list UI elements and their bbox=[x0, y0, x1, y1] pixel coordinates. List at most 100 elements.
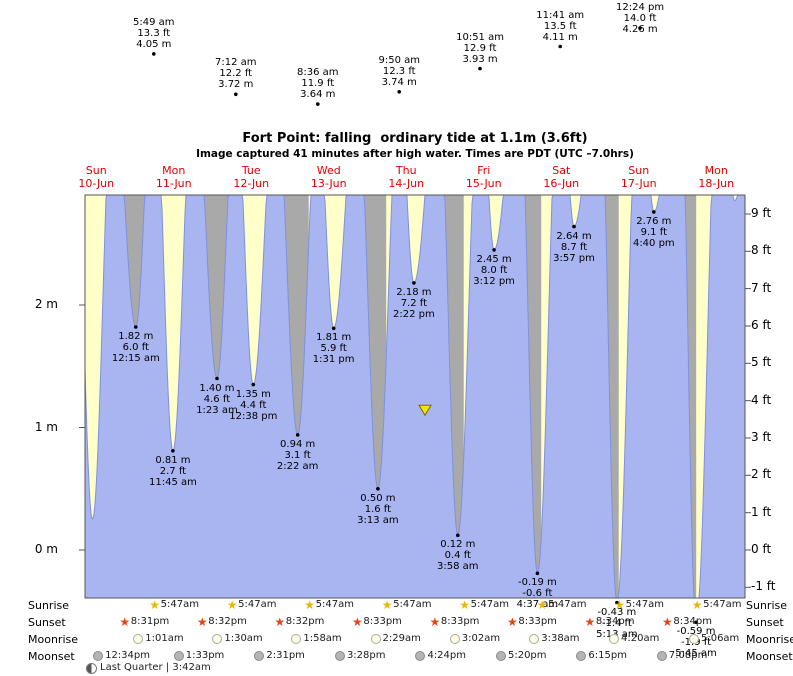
low-tide-label-line: 3:58 am bbox=[437, 561, 479, 573]
low-tide-label-line: 12:15 am bbox=[111, 353, 160, 365]
high-tide-label-line: 4.11 m bbox=[542, 31, 578, 43]
high-tide-label-line: 11:41 am bbox=[536, 9, 585, 21]
moonrise-icon bbox=[608, 634, 619, 644]
sunrise-icon: ★ bbox=[304, 598, 316, 612]
low-tide-label-line: -0.43 m bbox=[597, 606, 637, 618]
moonrise-time: 1:58am bbox=[303, 633, 342, 644]
sunrise-icon: ★ bbox=[536, 598, 548, 612]
sunrise-row-label-left: Sunrise bbox=[28, 599, 70, 612]
moonrise-time: 3:02am bbox=[461, 633, 501, 644]
sunrise-icon: ★ bbox=[614, 598, 626, 612]
tide-extreme-dot bbox=[134, 325, 138, 329]
day-name: Sat bbox=[552, 164, 571, 177]
sunset-row-label-left: Sunset bbox=[28, 616, 66, 629]
sunrise-time: 5:47am bbox=[393, 599, 432, 610]
low-tide-label-line: 0.94 m bbox=[280, 438, 316, 450]
sunset-icon: ★ bbox=[429, 615, 441, 629]
sunrise-icon: ★ bbox=[149, 598, 161, 612]
sunrise-icon: ★ bbox=[691, 598, 703, 612]
low-tide-label-line: 3:13 am bbox=[357, 514, 399, 526]
sunset-icon: ★ bbox=[506, 615, 518, 629]
tide-extreme-dot bbox=[558, 44, 562, 49]
high-tide-label-line: 12.9 ft bbox=[463, 42, 497, 54]
sunset-icon: ★ bbox=[196, 615, 208, 629]
moonrise-row-label-right: Moonrise bbox=[746, 633, 793, 646]
low-tide-label-line: 11:45 am bbox=[149, 476, 197, 488]
moonrise-icon bbox=[212, 634, 223, 644]
day-name: Sun bbox=[628, 164, 650, 177]
current-tide-marker bbox=[418, 404, 432, 417]
moonset-row-label-left: Moonset bbox=[28, 650, 75, 663]
low-tide-label-line: 4:40 pm bbox=[632, 237, 675, 249]
y-axis-label-m: 0 m bbox=[34, 542, 58, 556]
high-tide-label-line: 3.64 m bbox=[300, 89, 336, 101]
low-tide-label-line: 3:57 pm bbox=[553, 252, 595, 264]
tide-extreme-dot bbox=[652, 210, 656, 214]
y-axis-label-m: 1 m bbox=[34, 419, 58, 434]
y-axis-label-ft: 6 ft bbox=[751, 317, 772, 332]
high-tide-label-line: 12:24 pm bbox=[615, 2, 665, 13]
tide-extreme-dot bbox=[572, 224, 576, 229]
tide-extreme-dot bbox=[478, 66, 482, 71]
moonrise-time: 4:20am bbox=[620, 633, 660, 644]
tide-extreme-dot bbox=[171, 449, 175, 453]
sunset-time: 8:33pm bbox=[440, 616, 480, 627]
low-tide-label-line: 2.45 m bbox=[476, 253, 512, 265]
high-tide-label-line: 4.05 m bbox=[136, 38, 172, 50]
moonrise-time: 1:30am bbox=[224, 633, 263, 644]
high-tide-label-line: 3.74 m bbox=[381, 76, 417, 88]
day-name: Sun bbox=[85, 164, 107, 177]
low-tide-label-line: 2:22 am bbox=[276, 460, 319, 472]
tide-extreme-dot bbox=[295, 433, 300, 437]
chart-title: Fort Point: falling ordinary tide at 1.1… bbox=[242, 131, 588, 146]
day-name: Tue bbox=[241, 164, 261, 177]
low-tide-label-line: -0.6 ft bbox=[522, 588, 553, 600]
day-name: Thu bbox=[395, 164, 417, 177]
y-axis-label-ft: 4 ft bbox=[751, 392, 772, 407]
day-date: 14-Jun bbox=[388, 177, 425, 190]
tide-extreme-dot bbox=[376, 487, 380, 491]
tide-extreme-dot bbox=[397, 90, 402, 94]
low-tide-label-line: 4:37 am bbox=[516, 599, 559, 611]
moonset-icon bbox=[656, 651, 667, 661]
sunset-row-label-right: Sunset bbox=[746, 616, 784, 629]
chart-subtitle: Image captured 41 minutes after high wat… bbox=[196, 148, 634, 160]
moonset-icon bbox=[254, 651, 265, 661]
tide-extreme-dot bbox=[152, 52, 156, 56]
high-tide-label-line: 8:36 am bbox=[297, 67, 339, 79]
low-tide-label-line: 5.9 ft bbox=[320, 343, 347, 355]
low-tide-label-line: 1.6 ft bbox=[364, 503, 392, 515]
moonrise-time: 2:29am bbox=[382, 633, 421, 644]
day-name: Mon bbox=[704, 164, 728, 177]
moonset-time: 1:33pm bbox=[185, 650, 225, 661]
low-tide-label-line: -1.4 ft bbox=[601, 617, 632, 629]
tide-curve-area bbox=[85, 195, 745, 598]
day-date: 13-Jun bbox=[310, 177, 347, 190]
sunrise-icon: ★ bbox=[459, 598, 471, 612]
low-tide-label-line: 8.0 ft bbox=[480, 264, 508, 276]
high-tide-label-line: 3.93 m bbox=[462, 53, 498, 65]
sunset-icon: ★ bbox=[119, 615, 131, 629]
high-tide-label-line: 7:12 am bbox=[214, 57, 257, 69]
moonrise-time: 3:38am bbox=[541, 633, 580, 644]
y-axis-label-ft: 2 ft bbox=[751, 467, 772, 482]
sunset-time: 8:34pm bbox=[673, 616, 712, 627]
moonset-time: 4:24pm bbox=[427, 650, 466, 661]
moonset-icon bbox=[415, 651, 426, 661]
low-tide-label-line: 0.50 m bbox=[360, 492, 396, 504]
sunset-time: 8:32pm bbox=[208, 616, 247, 627]
low-tide-label-line: 8.7 ft bbox=[560, 241, 588, 253]
tide-extreme-dot bbox=[215, 376, 219, 381]
sunrise-time: 5:47am bbox=[703, 599, 742, 610]
tide-extreme-dot bbox=[456, 533, 460, 538]
tide-extreme-dot bbox=[316, 102, 320, 106]
sunrise-time: 5:47am bbox=[160, 599, 199, 610]
day-name: Mon bbox=[162, 164, 186, 177]
moonset-icon bbox=[495, 651, 506, 661]
tide-extreme-dot bbox=[694, 620, 698, 625]
moonrise-icon bbox=[370, 634, 381, 644]
moonrise-icon bbox=[688, 634, 699, 644]
moon-phase-label: Last Quarter | 3:42am bbox=[100, 662, 211, 673]
low-tide-label-line: 4.4 ft bbox=[240, 399, 267, 411]
